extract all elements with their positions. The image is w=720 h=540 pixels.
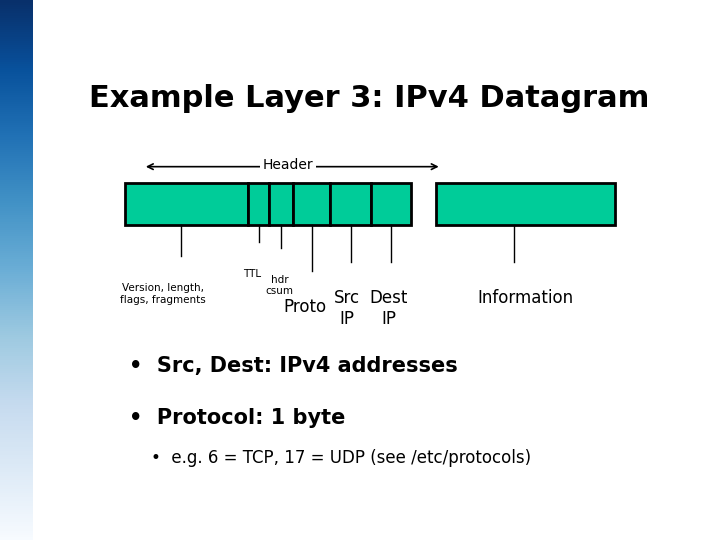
Text: Proto: Proto [283, 298, 326, 316]
Text: Dest
IP: Dest IP [369, 289, 408, 328]
Bar [436, 183, 615, 225]
Bar [248, 183, 269, 225]
Text: hdr
csum: hdr csum [266, 275, 294, 296]
Text: •  e.g. 6 = TCP, 17 = UDP (see /etc/protocols): • e.g. 6 = TCP, 17 = UDP (see /etc/proto… [151, 449, 531, 468]
Text: Information: Information [477, 289, 573, 307]
Text: Example Layer 3: IPv4 Datagram: Example Layer 3: IPv4 Datagram [89, 84, 649, 112]
Text: Version, length,
flags, fragments: Version, length, flags, fragments [120, 283, 205, 305]
Bar [330, 183, 371, 225]
Text: Src
IP: Src IP [333, 289, 360, 328]
Text: •  Src, Dest: IPv4 addresses: • Src, Dest: IPv4 addresses [129, 356, 458, 376]
Bar [292, 183, 330, 225]
Bar [125, 183, 248, 225]
Text: TTL: TTL [243, 268, 261, 279]
Text: •  Protocol: 1 byte: • Protocol: 1 byte [129, 408, 346, 428]
Bar [269, 183, 292, 225]
Bar [371, 183, 411, 225]
Text: Header: Header [263, 158, 313, 172]
